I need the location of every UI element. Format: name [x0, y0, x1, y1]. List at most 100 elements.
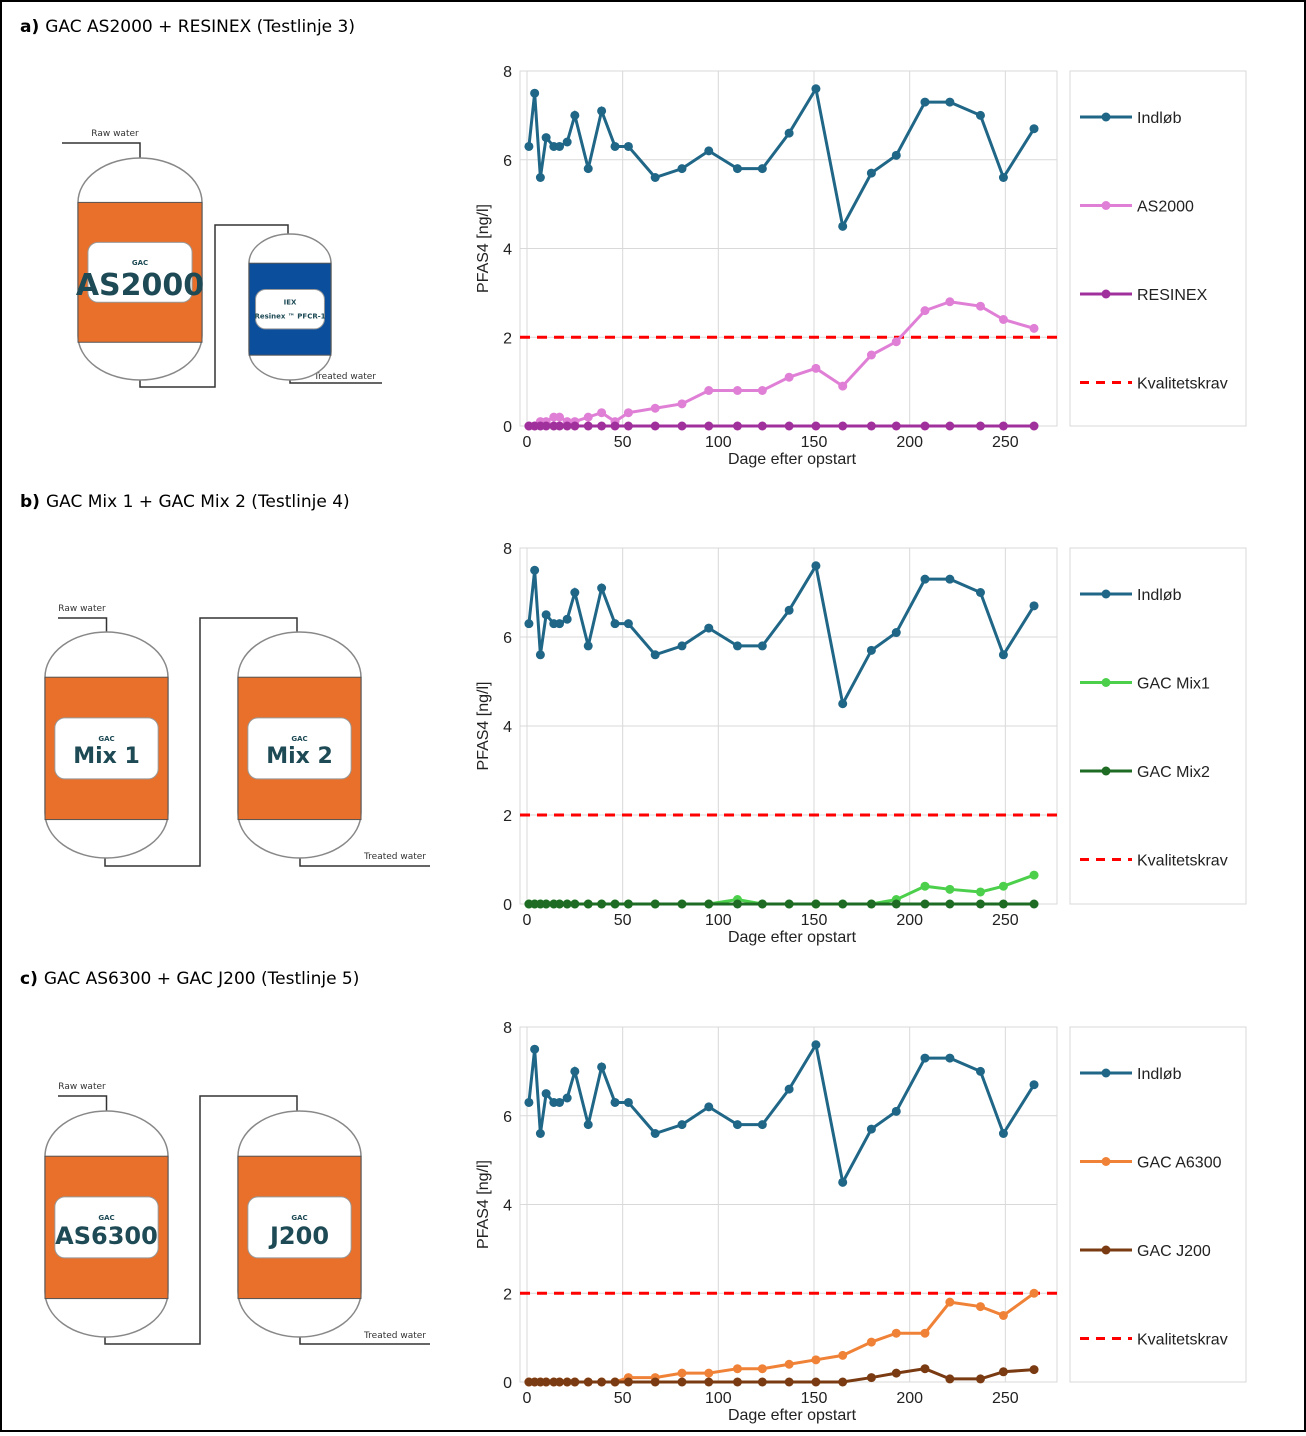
data-point	[998, 315, 1008, 324]
pipe	[58, 1095, 108, 1111]
data-point	[732, 641, 742, 651]
x-tick-label: 50	[614, 1390, 632, 1407]
pipe	[62, 142, 141, 158]
pipe	[104, 1095, 298, 1345]
data-point	[555, 619, 565, 629]
data-point	[891, 899, 901, 909]
data-point	[784, 899, 794, 909]
data-point	[975, 1374, 985, 1384]
y-axis-label: PFAS4 [ng/l]	[475, 682, 492, 771]
data-point	[838, 421, 848, 431]
data-point	[562, 421, 572, 431]
data-point	[732, 1364, 742, 1374]
data-point	[784, 1359, 794, 1369]
legend-label: Kvalitetskrav	[1137, 853, 1228, 870]
y-tick-label: 2	[503, 808, 512, 825]
data-point	[524, 141, 534, 151]
data-point	[650, 173, 660, 182]
data-point	[975, 301, 985, 311]
panel-title: GAC Mix 1 + GAC Mix 2 (Testlinje 4)	[46, 492, 350, 512]
data-point	[920, 421, 930, 431]
inlet-label: Raw water	[91, 129, 139, 139]
vessel-label-box	[54, 717, 159, 780]
data-point	[945, 884, 955, 894]
data-point	[597, 1062, 607, 1072]
legend-label: Kvalitetskrav	[1137, 1332, 1228, 1349]
data-point	[732, 899, 742, 909]
vessel-label-box	[255, 288, 325, 330]
y-tick-label: 8	[503, 541, 512, 558]
data-point	[583, 1120, 593, 1130]
x-axis-label: Dage efter opstart	[728, 1407, 857, 1424]
data-point	[998, 881, 1008, 891]
pipe	[299, 858, 430, 867]
data-point	[998, 1310, 1008, 1320]
data-point	[623, 619, 633, 629]
data-point	[732, 421, 742, 431]
data-point	[623, 1097, 633, 1107]
y-tick-label: 2	[503, 1286, 512, 1303]
data-point	[838, 1350, 848, 1360]
data-point	[920, 881, 930, 891]
vessel-name: AS6300	[55, 1222, 158, 1250]
vessel-name: Mix 2	[266, 744, 333, 769]
data-point	[650, 403, 660, 413]
data-point	[838, 699, 848, 709]
y-tick-label: 6	[503, 630, 512, 647]
legend-label: GAC A6300	[1137, 1155, 1222, 1172]
data-point	[998, 1129, 1008, 1138]
vessel-label-box	[247, 1196, 352, 1259]
data-point	[975, 110, 985, 120]
vessel-type: GAC	[291, 1214, 307, 1222]
data-point	[524, 619, 534, 629]
data-point	[677, 399, 687, 409]
vessel-name: AS2000	[76, 268, 204, 303]
data-point	[891, 1106, 901, 1116]
legend-label: Indløb	[1137, 1066, 1182, 1083]
x-tick-label: 50	[614, 434, 632, 451]
data-point	[677, 1377, 687, 1387]
x-tick-label: 150	[801, 1390, 828, 1407]
data-point	[583, 421, 593, 431]
data-point	[570, 1377, 580, 1387]
data-point	[945, 1053, 955, 1063]
data-point	[732, 386, 742, 395]
legend-box	[1069, 1026, 1247, 1383]
data-point	[998, 650, 1008, 660]
data-point	[920, 899, 930, 909]
data-point	[704, 1377, 714, 1387]
data-point	[975, 421, 985, 431]
data-point	[1029, 421, 1039, 431]
data-point	[530, 1044, 540, 1054]
pipe	[104, 617, 298, 867]
data-point	[945, 899, 955, 909]
vessel-label-box	[54, 1196, 159, 1259]
y-tick-label: 4	[503, 1198, 512, 1215]
data-point	[623, 899, 633, 909]
x-tick-label: 250	[992, 1390, 1019, 1407]
data-point	[945, 97, 955, 107]
legend-box	[1069, 547, 1247, 905]
data-point	[998, 173, 1008, 182]
data-point	[583, 412, 593, 422]
data-point	[610, 899, 620, 909]
legend-label: AS2000	[1137, 199, 1194, 216]
data-point	[623, 421, 633, 431]
outlet-label: Treated water	[313, 372, 376, 382]
data-point	[562, 614, 572, 624]
vessel-type: GAC	[291, 735, 307, 743]
data-point	[704, 146, 714, 156]
data-point	[555, 899, 565, 909]
data-point	[866, 1373, 876, 1383]
data-point	[757, 1364, 767, 1374]
data-point	[975, 899, 985, 909]
data-point	[757, 386, 767, 395]
inlet-label: Raw water	[58, 604, 106, 614]
panel-heading: a) GAC AS2000 + RESINEX (Testlinje 3)	[20, 17, 355, 37]
data-point	[541, 133, 551, 143]
data-point	[623, 408, 633, 418]
data-point	[535, 650, 545, 660]
data-point	[597, 1377, 607, 1387]
data-point	[555, 421, 565, 431]
data-point	[811, 363, 821, 373]
